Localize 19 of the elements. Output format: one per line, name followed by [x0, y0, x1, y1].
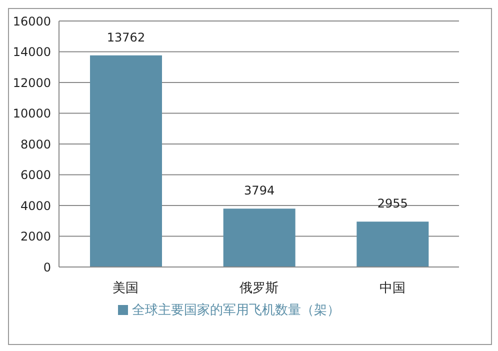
y-tick-label: 6000: [20, 168, 51, 182]
bar: [90, 55, 162, 267]
x-tick-label: 美国: [112, 280, 139, 296]
y-tick-label: 4000: [20, 198, 51, 213]
y-tick-label: 10000: [12, 106, 51, 121]
data-label: 13762: [106, 30, 146, 44]
bar: [223, 208, 296, 267]
data-label: 2955: [377, 196, 408, 211]
y-tick-label: 8000: [20, 137, 51, 152]
y-tick-label: 0: [43, 260, 51, 274]
x-tick-label: 中国: [379, 281, 406, 296]
bar: [356, 222, 429, 267]
legend-label: 全球主要国家的军用飞机数量（架）: [132, 303, 340, 318]
y-tick-label: 14000: [12, 45, 51, 60]
x-tick-label: 俄罗斯: [240, 281, 278, 296]
y-tick-label: 2000: [20, 230, 51, 244]
y-tick-label: 12000: [12, 76, 51, 90]
data-label: 3794: [244, 184, 275, 198]
y-tick-label: 16000: [12, 14, 51, 28]
